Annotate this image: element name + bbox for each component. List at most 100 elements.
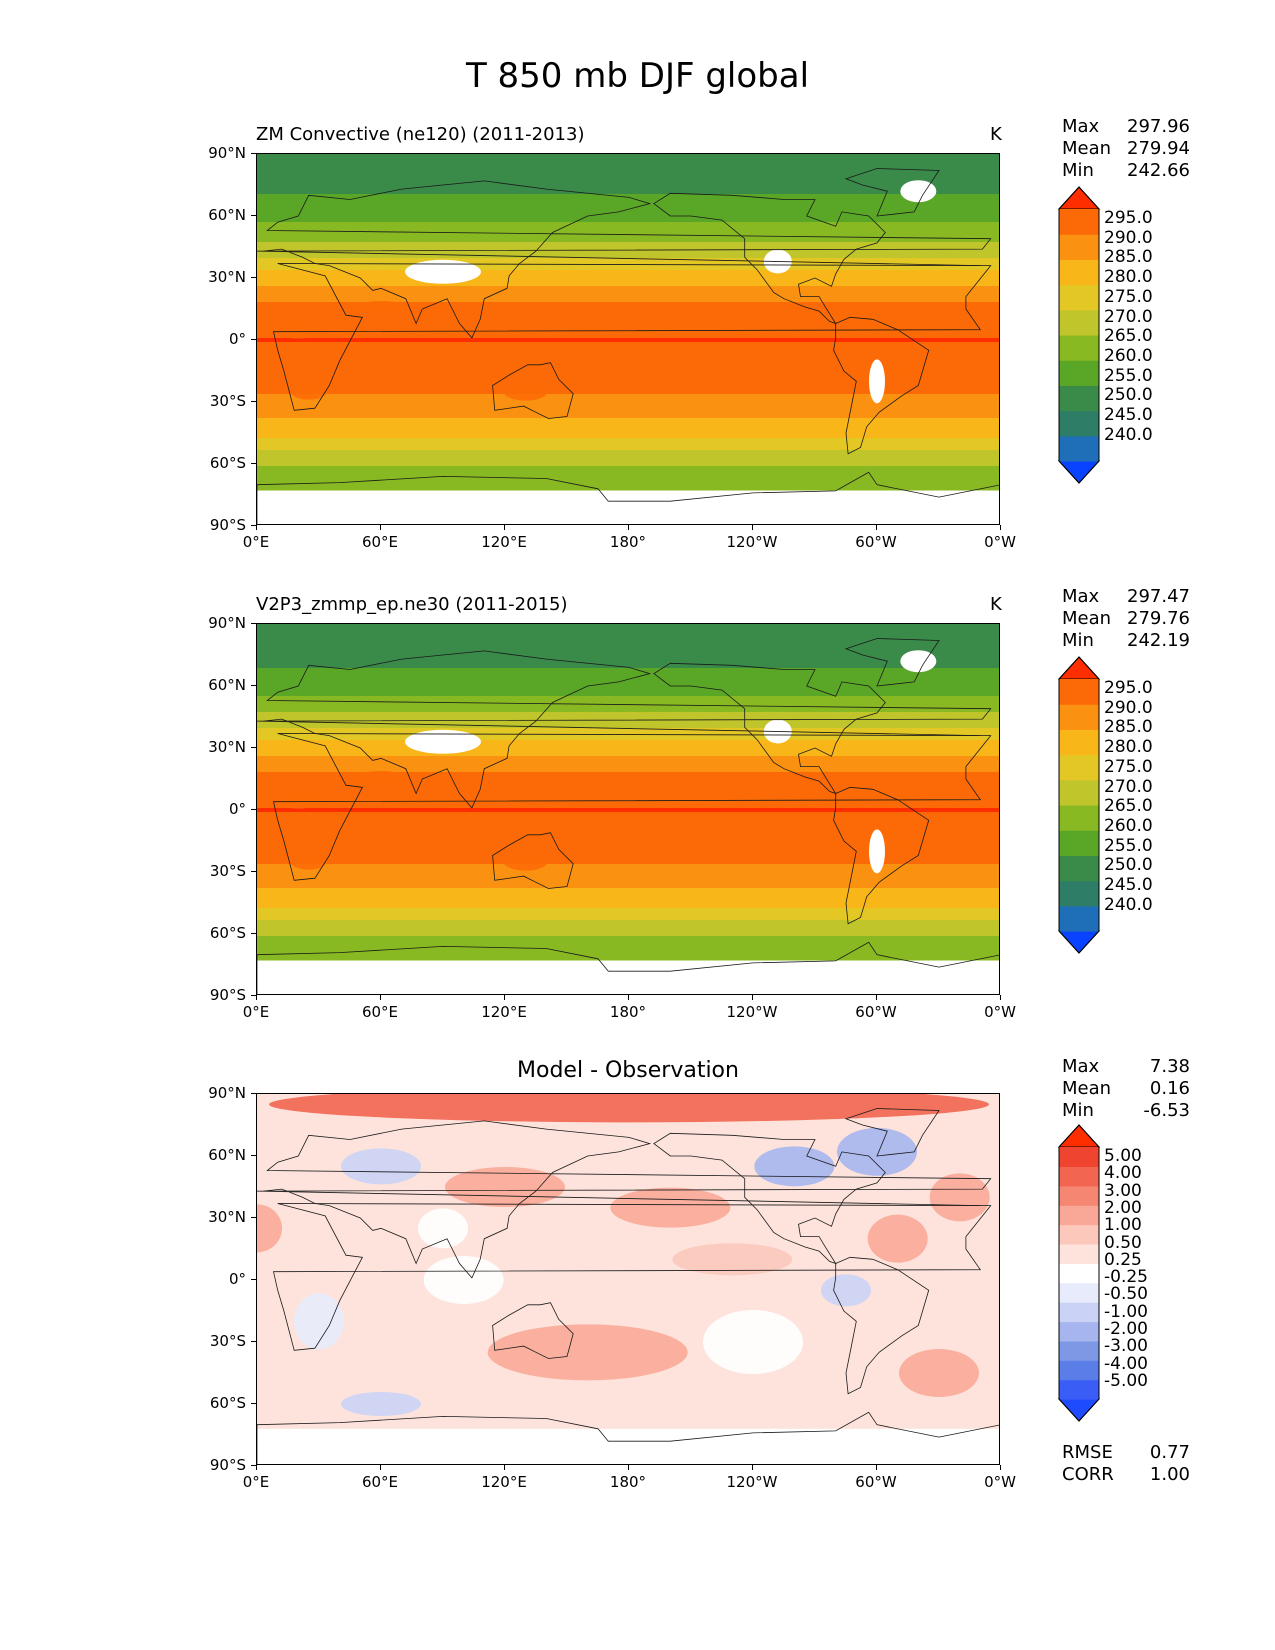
colorbar-tick-label: 250.0 bbox=[1104, 855, 1153, 876]
x-tick-mark bbox=[628, 995, 629, 1000]
field-band bbox=[257, 860, 999, 865]
field-band bbox=[257, 916, 999, 921]
colorbar-segment bbox=[1059, 385, 1099, 412]
field-band bbox=[257, 210, 999, 215]
colorbar-segment bbox=[1059, 729, 1099, 756]
x-tick-label: 60°E bbox=[361, 1473, 399, 1491]
y-tick-mark bbox=[251, 1465, 256, 1466]
colorbar-tick-label: 245.0 bbox=[1104, 405, 1153, 425]
colorbar-extend-max bbox=[1057, 186, 1101, 210]
field-band bbox=[257, 198, 999, 203]
x-tick-mark bbox=[380, 995, 381, 1000]
colorbar-segment bbox=[1059, 704, 1099, 730]
stat-mean-label: Mean bbox=[1062, 138, 1112, 159]
colorbar-segment bbox=[1059, 1243, 1099, 1264]
y-tick-label: 60°S bbox=[209, 454, 246, 472]
x-tick-label: 0°W bbox=[984, 1473, 1016, 1491]
x-tick-mark bbox=[628, 1465, 629, 1470]
difference-patch bbox=[672, 1243, 793, 1276]
field-band bbox=[257, 314, 999, 319]
stat-max-value: 297.96 bbox=[1127, 116, 1190, 137]
field-band bbox=[257, 154, 999, 159]
field-band bbox=[257, 474, 999, 479]
field-band bbox=[257, 342, 999, 347]
field-band bbox=[257, 218, 999, 223]
field-band bbox=[257, 780, 999, 785]
field-band bbox=[257, 664, 999, 669]
colorbar-tick-label: -5.00 bbox=[1104, 1370, 1148, 1391]
x-tick-mark bbox=[504, 1465, 505, 1470]
panel3-metrics: RMSE 0.77 CORR 1.00 bbox=[1062, 1442, 1190, 1486]
panel1-map bbox=[256, 153, 1000, 525]
warm-anomaly-patch bbox=[276, 790, 321, 809]
field-band bbox=[257, 386, 999, 391]
field-band bbox=[257, 628, 999, 633]
stat-max-value: 7.38 bbox=[1149, 1056, 1190, 1077]
x-tick-label: 60°W bbox=[855, 1003, 897, 1021]
colorbar-tick-label: 275.0 bbox=[1104, 756, 1153, 777]
panel1-units: K bbox=[990, 124, 1002, 145]
colorbar-extend-min bbox=[1057, 460, 1101, 484]
y-tick-label: 60°S bbox=[209, 1394, 246, 1412]
field-band bbox=[257, 920, 999, 925]
x-tick-label: 180° bbox=[609, 1473, 647, 1491]
y-tick-mark bbox=[251, 215, 256, 216]
colorbar-tick-label: 280.0 bbox=[1104, 267, 1153, 288]
masked-region bbox=[405, 729, 481, 754]
y-tick-mark bbox=[251, 623, 256, 624]
field-band bbox=[257, 744, 999, 749]
y-tick-label: 90°N bbox=[208, 614, 246, 632]
field-band bbox=[257, 692, 999, 697]
field-band bbox=[257, 378, 999, 383]
field-band bbox=[257, 214, 999, 219]
colorbar-tick-label: 265.0 bbox=[1104, 796, 1153, 817]
colorbar-tick-label: 295.0 bbox=[1104, 678, 1153, 698]
field-band bbox=[257, 294, 999, 299]
colorbar-segment bbox=[1059, 1379, 1099, 1400]
field-band bbox=[257, 222, 999, 227]
colorbar-tick-label: 290.0 bbox=[1104, 227, 1153, 248]
stat-min-value: -6.53 bbox=[1143, 1100, 1190, 1121]
field-band bbox=[257, 330, 999, 335]
colorbar-segment bbox=[1059, 234, 1099, 260]
rmse-value: 0.77 bbox=[1149, 1442, 1190, 1463]
field-band bbox=[257, 864, 999, 869]
difference-patch bbox=[294, 1293, 344, 1350]
difference-patch bbox=[899, 1349, 979, 1397]
colorbar-wrapper bbox=[1057, 655, 1102, 959]
field-band bbox=[257, 816, 999, 821]
x-tick-label: 180° bbox=[609, 1003, 647, 1021]
coastline-greenland bbox=[844, 638, 940, 687]
field-band bbox=[257, 194, 999, 199]
field-band bbox=[257, 912, 999, 917]
colorbar-tick-label: 270.0 bbox=[1104, 306, 1153, 327]
colorbar-segment bbox=[1059, 1185, 1099, 1206]
stat-min-value: 242.66 bbox=[1127, 160, 1190, 181]
x-tick-mark bbox=[752, 995, 753, 1000]
colorbar-tick-label: 0.25 bbox=[1104, 1249, 1142, 1270]
field-band bbox=[257, 680, 999, 685]
y-tick-mark bbox=[251, 463, 256, 464]
coastline-south-america bbox=[833, 786, 930, 925]
y-tick-label: 30°N bbox=[208, 268, 246, 286]
x-tick-label: 60°E bbox=[361, 1003, 399, 1021]
colorbar-segment bbox=[1059, 830, 1099, 856]
field-band bbox=[257, 254, 999, 259]
field-band bbox=[257, 346, 999, 351]
difference-patch bbox=[257, 1204, 282, 1253]
field-band bbox=[257, 836, 999, 841]
field-band bbox=[257, 892, 999, 897]
colorbar-tick-label: 1.00 bbox=[1104, 1215, 1142, 1236]
y-tick-label: 0° bbox=[228, 800, 246, 818]
field-band bbox=[257, 322, 999, 327]
field-band bbox=[257, 450, 999, 455]
colorbar bbox=[1057, 186, 1101, 484]
difference-patch bbox=[610, 1187, 731, 1228]
x-tick-label: 0°E bbox=[242, 1473, 270, 1491]
field-band bbox=[257, 676, 999, 681]
colorbar-tick-label: 275.0 bbox=[1104, 286, 1153, 307]
coastline-greenland bbox=[844, 1108, 940, 1157]
field-band bbox=[257, 800, 999, 805]
warm-anomaly-patch bbox=[351, 771, 411, 787]
colorbar-frame bbox=[1058, 186, 1100, 484]
